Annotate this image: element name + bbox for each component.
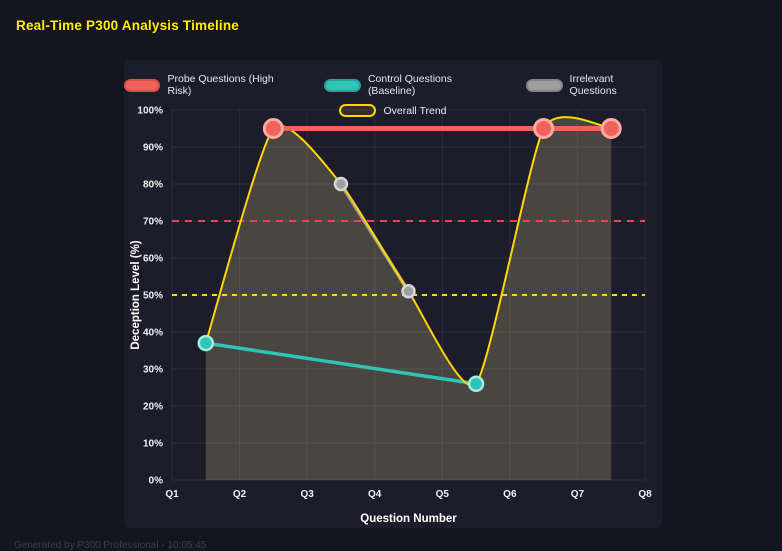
chart-svg[interactable]: Q1 Q2 Q3 Q4 Q5 Q6 Q7 Q8 0% 10% 20% 30% 40% 50% 60% 70% 8…	[124, 60, 662, 528]
y-tick-label: 0%	[149, 476, 164, 487]
data-point[interactable]	[533, 118, 555, 139]
x-tick-label: Q8	[638, 489, 652, 500]
legend-label: Overall Trend	[383, 104, 447, 117]
y-tick-label: 90%	[143, 143, 163, 154]
x-tick-label: Q4	[368, 489, 382, 500]
data-point[interactable]	[600, 118, 622, 139]
legend-label: Irrelevant Questions	[569, 73, 617, 97]
legend-row-2: Overall Trend	[339, 104, 447, 117]
data-point[interactable]	[467, 375, 485, 393]
page-title: Real-Time P300 Analysis Timeline	[16, 18, 240, 33]
y-tick-label: 20%	[143, 402, 163, 413]
x-tick-label: Q3	[300, 489, 314, 500]
legend-label: Control Questions (Baseline)	[367, 73, 452, 97]
y-axis-title: Deception Level (%)	[130, 240, 142, 349]
data-point[interactable]	[333, 176, 349, 192]
data-point[interactable]	[401, 284, 416, 299]
series-line	[204, 341, 478, 386]
legend-item-1[interactable]: Probe Questions (High Risk)	[124, 73, 298, 97]
legend-item-2[interactable]: Control Questions (Baseline)	[324, 73, 500, 97]
data-point[interactable]	[197, 334, 215, 352]
data-point[interactable]	[262, 118, 284, 139]
legend-item-4[interactable]: Overall Trend	[339, 104, 447, 117]
y-tick-label: 40%	[143, 328, 163, 339]
y-tick-label: 70%	[143, 217, 163, 228]
legend-swatch	[124, 78, 161, 92]
chart-panel: Probe Questions (High Risk) Control Quest…	[124, 60, 662, 528]
trend-area-fill	[205, 117, 612, 481]
x-tick-label: Q1	[165, 489, 179, 500]
x-tick-label: Q6	[503, 489, 517, 500]
legend-row-1: Probe Questions (High Risk) Control Quest…	[124, 73, 662, 97]
x-tick-label: Q2	[233, 489, 247, 500]
x-axis-title: Question Number	[360, 513, 457, 525]
y-tick-label: 50%	[143, 291, 163, 302]
legend-label: Probe Questions (High Risk)	[167, 73, 274, 97]
legend-item-3[interactable]: Irrelevant Questions	[526, 73, 662, 97]
legend-swatch	[324, 78, 361, 92]
chart-legend: Probe Questions (High Risk) Control Quest…	[124, 73, 662, 117]
y-tick-label: 60%	[143, 254, 163, 265]
y-tick-label: 10%	[143, 439, 163, 450]
y-tick-label: 80%	[143, 180, 163, 191]
x-tick-label: Q5	[436, 489, 450, 500]
x-tick-label: Q7	[571, 489, 585, 500]
y-tick-label: 30%	[143, 365, 163, 376]
y-tick-label: 100%	[137, 106, 163, 117]
legend-swatch	[339, 104, 377, 117]
legend-swatch	[526, 78, 563, 92]
